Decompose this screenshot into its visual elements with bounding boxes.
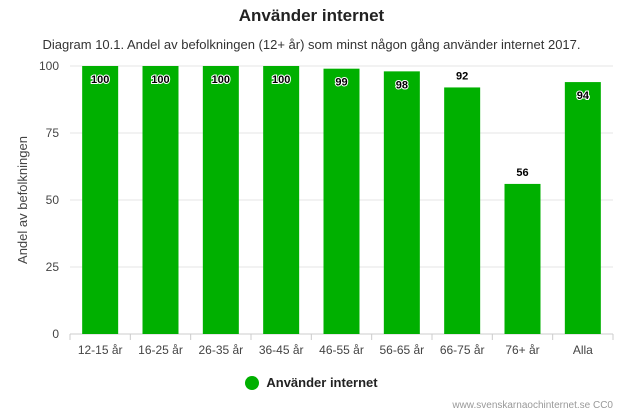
x-tick-label: 16-25 år — [138, 343, 183, 357]
x-tick-label: 76+ år — [505, 343, 539, 357]
bars-layer — [82, 66, 601, 335]
legend-swatch-icon — [245, 375, 260, 390]
bar[interactable] — [142, 66, 179, 334]
legend[interactable]: Använder internet — [0, 375, 623, 390]
labels-layer: 0 25 50 75 100 12-15 år 100 16-25 år 100 26-35 år… — [39, 59, 593, 357]
y-tick-label: 25 — [46, 260, 60, 274]
data-label: 100 — [151, 74, 169, 86]
bar[interactable] — [564, 82, 601, 334]
chart-subtitle: Diagram 10.1. Andel av befolkningen (12+… — [42, 37, 581, 52]
credit-text: www.svenskarnaochinternet.se CC0 — [452, 400, 613, 411]
x-tick-label: 12-15 år — [78, 343, 123, 357]
data-label: 94 — [577, 90, 590, 102]
y-tick-label: 50 — [46, 193, 60, 207]
bar[interactable] — [202, 66, 239, 334]
x-tick-label: 26-35 år — [198, 343, 243, 357]
bar[interactable] — [444, 87, 481, 334]
legend-label: Använder internet — [266, 375, 378, 390]
bar[interactable] — [504, 183, 541, 334]
x-tick-label: 56-65 år — [379, 343, 424, 357]
y-tick-label: 0 — [52, 327, 59, 341]
bar[interactable] — [383, 71, 420, 335]
data-label: 56 — [516, 167, 528, 179]
x-tick-label: 46-55 år — [319, 343, 364, 357]
x-tick-label: 36-45 år — [259, 343, 304, 357]
chart-title: Använder internet — [238, 6, 385, 25]
y-tick-label: 100 — [39, 59, 59, 73]
data-label: 100 — [272, 74, 290, 86]
data-label: 98 — [396, 79, 408, 91]
x-tick-label: 66-75 år — [440, 343, 485, 357]
bar[interactable] — [323, 68, 360, 335]
data-label: 100 — [91, 74, 109, 86]
bar[interactable] — [263, 66, 300, 334]
y-tick-label: 75 — [46, 126, 60, 140]
bar[interactable] — [82, 66, 119, 334]
y-axis-label: Andel av befolkningen — [15, 136, 30, 264]
data-label: 99 — [335, 77, 347, 89]
x-tick-label: Alla — [573, 343, 593, 357]
data-label: 92 — [456, 70, 468, 82]
data-label: 100 — [212, 74, 230, 86]
